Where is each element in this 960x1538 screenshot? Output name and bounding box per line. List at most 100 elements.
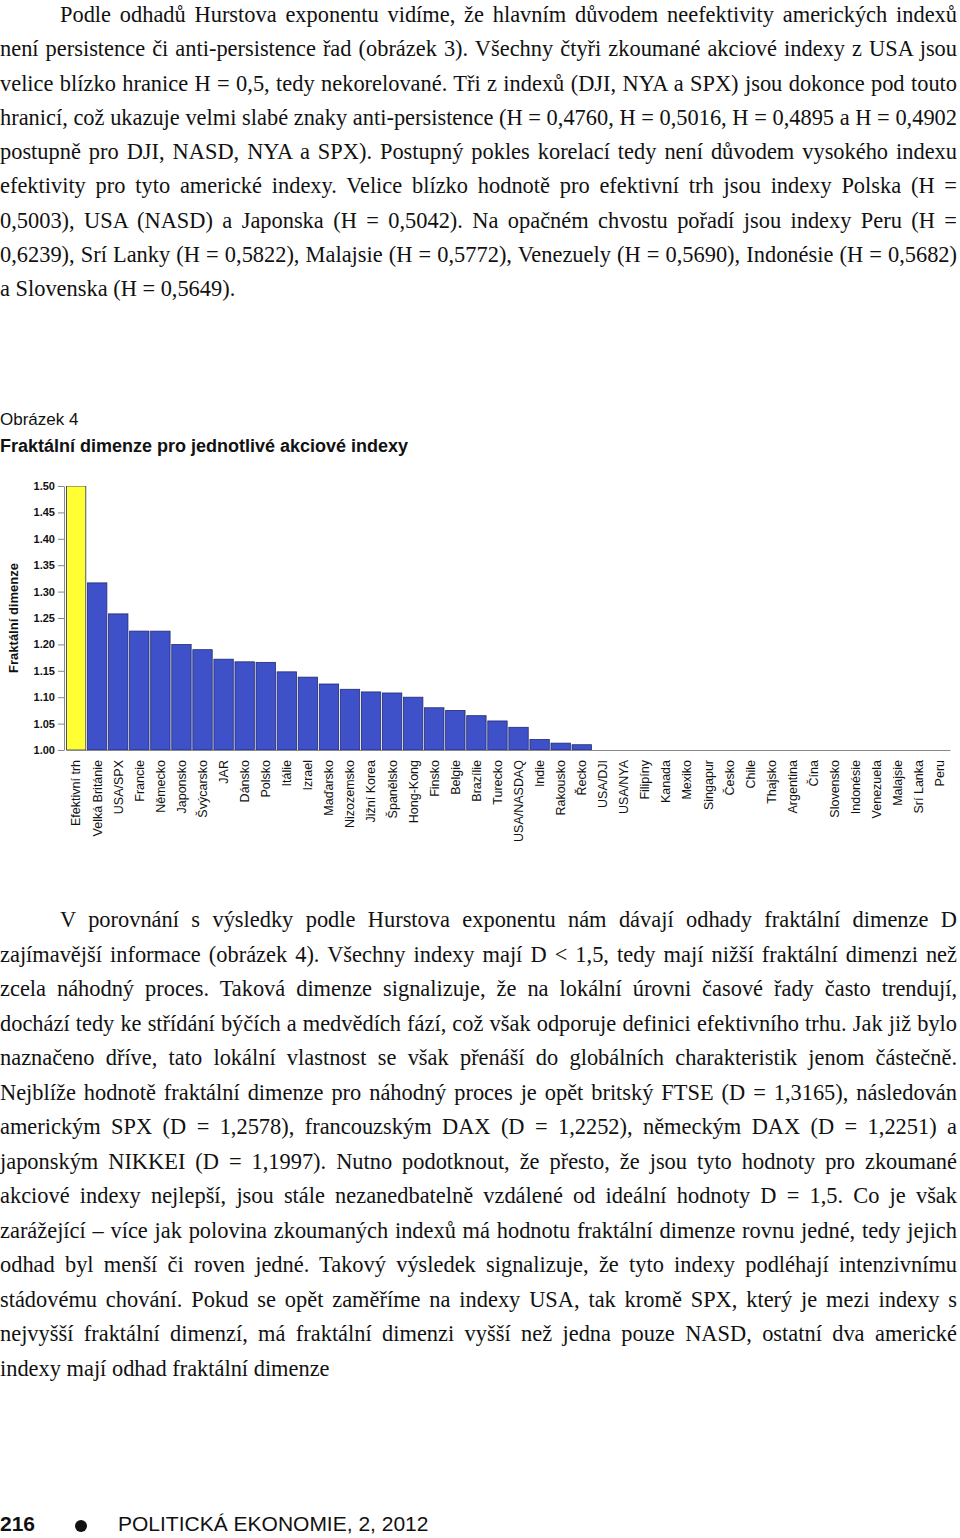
tick-label: 1.40	[34, 533, 55, 545]
tick-label: Rakousko	[554, 760, 568, 816]
tick-label: Izrael	[301, 760, 315, 791]
tick: 1.10	[34, 691, 64, 703]
tick-label: Chile	[744, 760, 758, 789]
bar	[614, 750, 633, 751]
bar	[930, 750, 949, 751]
bar	[467, 716, 486, 750]
bar	[130, 631, 149, 750]
tick: USA/NASDAQ	[512, 760, 526, 842]
bar	[488, 721, 507, 750]
tick: 1.45	[34, 506, 64, 518]
bar	[382, 693, 401, 750]
bar	[741, 750, 760, 751]
y-axis-title: Fraktální dimenze	[6, 563, 21, 673]
bar	[446, 710, 465, 750]
tick-label: USA/NYA	[617, 759, 631, 814]
tick-label: Srí Lanka	[912, 760, 926, 814]
tick-label: Dánsko	[238, 760, 252, 802]
tick: Chile	[744, 760, 758, 789]
tick: Izrael	[301, 760, 315, 791]
tick-label: Řecko	[574, 760, 589, 795]
tick-label: Indonésie	[849, 760, 863, 814]
tick: Peru	[933, 760, 947, 786]
bar	[66, 486, 85, 750]
tick-label: Hong-Kong	[407, 760, 421, 823]
paragraph: Podle odhadů Hurstova exponentu vidíme, …	[0, 0, 957, 307]
tick-label: Argentina	[786, 760, 800, 814]
y-axis: 1.001.051.101.151.201.251.301.351.401.45…	[34, 480, 65, 756]
tick-label: Brazílie	[470, 760, 484, 802]
bar	[825, 750, 844, 751]
bar	[783, 750, 802, 751]
tick-label: Thajsko	[765, 760, 779, 804]
tick: Řecko	[574, 760, 589, 795]
tick: Jižní Korea	[364, 760, 378, 823]
tick-label: Jižní Korea	[364, 760, 378, 823]
paragraph: V porovnání s výsledky podle Hurstova ex…	[0, 903, 957, 1386]
bar	[214, 659, 233, 750]
axis-line	[64, 487, 65, 751]
bar	[909, 750, 928, 751]
tick: Filipíny	[638, 759, 652, 799]
axis-line	[67, 750, 951, 751]
tick-mark	[58, 565, 64, 566]
tick: Slovensko	[828, 760, 842, 818]
tick: Mexiko	[680, 760, 694, 800]
tick: Česko	[722, 760, 737, 795]
bar	[298, 677, 317, 750]
tick-label: Filipíny	[638, 759, 652, 799]
tick-label: Peru	[933, 760, 947, 786]
tick-mark	[58, 539, 64, 540]
tick: 1.30	[34, 586, 64, 598]
tick-label: Španělsko	[385, 760, 400, 818]
bar	[572, 745, 591, 750]
tick-label: 1.20	[34, 638, 55, 650]
tick-label: Turecko	[491, 760, 505, 805]
bar	[277, 672, 296, 750]
bar	[888, 750, 907, 751]
bar	[235, 662, 254, 750]
bar	[151, 631, 170, 750]
bar	[193, 650, 212, 750]
chart: 1.001.051.101.151.201.251.301.351.401.45…	[0, 470, 960, 870]
tick: Francie	[133, 760, 147, 802]
tick: Venezuela	[870, 760, 884, 818]
tick: 1.15	[34, 665, 64, 677]
tick: Efektivní trh	[69, 760, 83, 826]
tick: Brazílie	[470, 760, 484, 802]
tick: Maďarsko	[322, 760, 336, 816]
tick-label: Francie	[133, 760, 147, 802]
tick: 1.25	[34, 612, 64, 624]
bar	[172, 645, 191, 750]
bar	[720, 750, 739, 751]
bar	[867, 750, 886, 751]
bars	[66, 486, 591, 750]
tick-label: Velká Británie	[91, 760, 105, 836]
tick-label: Indie	[533, 760, 547, 787]
bar	[551, 743, 570, 750]
tick-label: Venezuela	[870, 760, 884, 818]
tick-mark	[58, 671, 64, 672]
tick: Španělsko	[385, 760, 400, 818]
tick: 1.20	[34, 638, 64, 650]
tick: Argentina	[786, 760, 800, 814]
bar	[361, 692, 380, 750]
tick-label: Kanada	[659, 760, 673, 803]
tick: Hong-Kong	[407, 760, 421, 823]
tick-label: 1.00	[34, 744, 55, 756]
bar	[530, 739, 549, 750]
bar	[656, 750, 675, 751]
tick: 1.00	[34, 744, 64, 756]
journal: POLITICKÁ EKONOMIE, 2, 2012	[118, 1512, 428, 1536]
tick: Srí Lanka	[912, 760, 926, 814]
tick-label: Efektivní trh	[69, 760, 83, 826]
tick: Kanada	[659, 760, 673, 803]
tick: 1.05	[34, 718, 64, 730]
tick-label: 1.25	[34, 612, 55, 624]
bar	[804, 750, 823, 751]
tick: USA/NYA	[617, 759, 631, 814]
tick-label: 1.15	[34, 665, 55, 677]
bar	[256, 662, 275, 750]
bar	[404, 697, 423, 750]
bar	[698, 750, 717, 751]
